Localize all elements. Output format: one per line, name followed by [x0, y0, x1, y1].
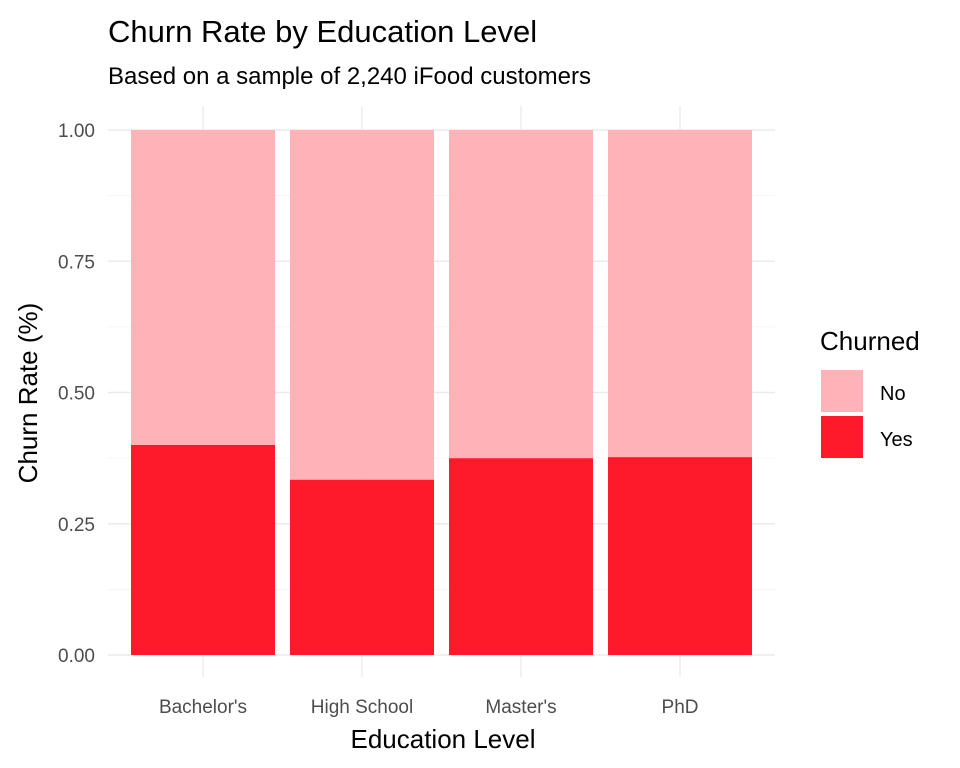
bar-no-high-school — [290, 130, 434, 480]
bar-yes-high-school — [290, 479, 434, 655]
y-tick-label: 0.00 — [58, 646, 95, 667]
y-axis-title: Churn Rate (%) — [13, 303, 43, 484]
legend: Churned No Yes — [820, 326, 920, 458]
legend-swatch-yes — [821, 416, 863, 458]
bar-yes-bachelor-s — [131, 445, 275, 655]
y-tick-label: 0.75 — [58, 252, 95, 273]
y-tick-label: 1.00 — [58, 121, 95, 142]
x-tick-label: Master's — [485, 697, 556, 718]
bar-no-master-s — [449, 130, 593, 459]
bar-yes-phd — [608, 457, 752, 655]
y-axis-ticks: 0.00 0.25 0.50 0.75 1.00 — [58, 121, 95, 667]
legend-swatch-no — [821, 370, 863, 412]
x-tick-label: Bachelor's — [159, 697, 247, 718]
y-tick-label: 0.50 — [58, 384, 95, 405]
bar-no-bachelor-s — [131, 130, 275, 445]
legend-title: Churned — [820, 326, 920, 356]
x-axis-ticks: Bachelor's High School Master's PhD — [159, 697, 699, 718]
bar-yes-master-s — [449, 458, 593, 655]
y-tick-label: 0.25 — [58, 515, 95, 536]
bars — [131, 130, 752, 655]
chart-subtitle: Based on a sample of 2,240 iFood custome… — [108, 63, 591, 90]
x-axis-title: Education Level — [350, 724, 535, 754]
x-tick-label: PhD — [662, 697, 699, 718]
bar-no-phd — [608, 130, 752, 458]
legend-label-yes: Yes — [880, 429, 913, 451]
legend-label-no: No — [880, 383, 906, 405]
chart-title: Churn Rate by Education Level — [108, 14, 537, 49]
x-tick-label: High School — [311, 697, 413, 718]
